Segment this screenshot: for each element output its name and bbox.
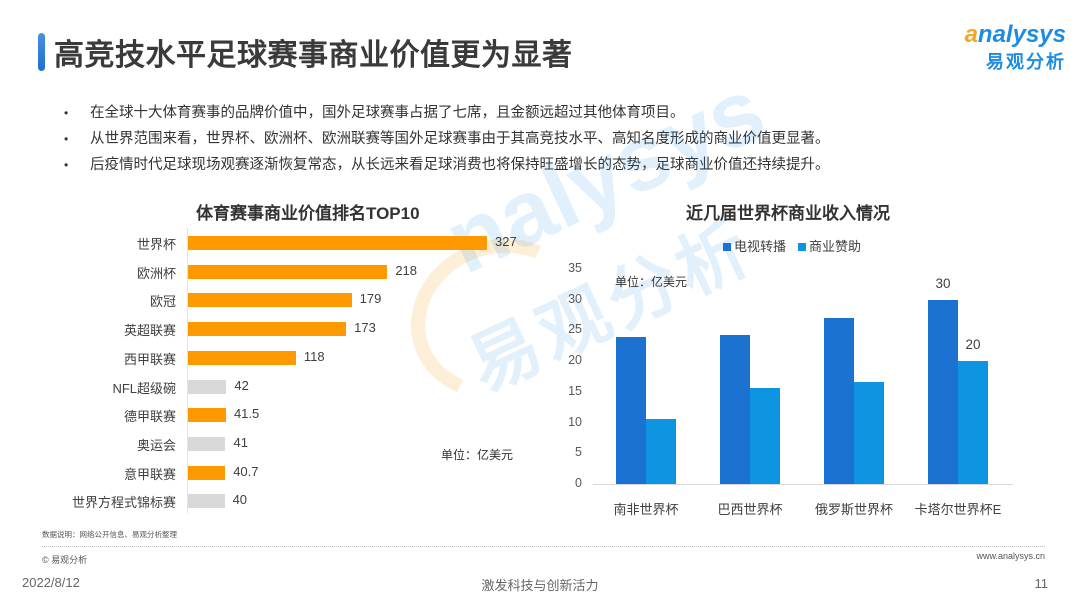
ranking-bar bbox=[188, 350, 296, 365]
ranking-value-label: 118 bbox=[303, 348, 325, 364]
ranking-category-label: NFL超级碗 bbox=[112, 380, 176, 396]
ranking-value-label: 218 bbox=[395, 262, 418, 278]
tv-revenue-bar bbox=[720, 334, 750, 484]
logo-wordmark: analysys bbox=[964, 21, 1066, 48]
ranking-value-label: 40.7 bbox=[233, 463, 259, 479]
tv-revenue-bar bbox=[824, 318, 854, 484]
ranking-value-label: 40 bbox=[232, 492, 248, 508]
footer-slogan: 激发科技与创新活力 bbox=[481, 578, 599, 593]
bullet-icon: • bbox=[64, 132, 69, 146]
legend-swatch-icon bbox=[798, 242, 807, 251]
footer-date: 2022/8/12 bbox=[22, 575, 80, 590]
ranking-bar bbox=[188, 408, 226, 423]
key-points-list: • 在全球十大体育赛事的品牌价值中，国外足球赛事占据了七席，且金额远超过其他体育项… bbox=[64, 100, 1024, 178]
ranking-chart-axis bbox=[187, 228, 188, 513]
ranking-category-label: 西甲联赛 bbox=[123, 351, 176, 367]
y-axis-tick: 35 bbox=[568, 261, 582, 275]
y-axis-tick: 15 bbox=[568, 383, 582, 398]
y-axis-tick: 5 bbox=[575, 445, 582, 460]
analysys-logo: analysys 易观分析 bbox=[956, 22, 1066, 74]
page-number: 11 bbox=[1034, 576, 1049, 591]
copyright: © 易观分析 bbox=[42, 555, 88, 565]
ranking-category-label: 欧洲杯 bbox=[136, 265, 176, 281]
bar-data-label: 20 bbox=[965, 337, 981, 353]
ranking-bar bbox=[188, 264, 388, 279]
sponsorship-bar bbox=[646, 418, 676, 484]
x-axis-category-label: 卡塔尔世界杯E bbox=[914, 502, 1002, 517]
ranking-chart: 世界杯 327 欧洲杯 218 欧冠 179 英超联赛 173 西甲联赛 118 NFL超级碗 42 德… bbox=[0, 0, 560, 520]
ranking-value-label: 179 bbox=[359, 291, 382, 307]
key-point: • 后疫情时代足球现场观赛逐渐恢复常态，从长远来看足球消费也将保持旺盛增长的态势，… bbox=[64, 152, 1024, 178]
worldcup-chart: 0 5 10 15 20 25 30 35 南非世界杯 巴西世界杯 俄罗斯世界杯 30 20 卡塔尔世界杯… bbox=[568, 261, 1013, 517]
worldcup-chart-title: 近几届世界杯商业收入情况 bbox=[686, 204, 890, 223]
ranking-value-label: 327 bbox=[495, 234, 517, 249]
ranking-category-label: 世界方程式锦标赛 bbox=[71, 495, 176, 511]
sponsorship-bar bbox=[854, 382, 884, 484]
ranking-category-label: 欧冠 bbox=[149, 294, 176, 310]
bar-data-label: 30 bbox=[935, 275, 951, 291]
website-link[interactable]: www.analysys.cn bbox=[976, 551, 1045, 561]
worldcup-chart-legend: 电视转播 商业赞助 bbox=[723, 236, 861, 255]
data-source-note: 数据说明：网络公开信息、易观分析整理 bbox=[42, 530, 177, 539]
legend-swatch-icon bbox=[723, 242, 731, 251]
ranking-chart-unit: 单位：亿美元 bbox=[441, 448, 514, 462]
tv-revenue-bar bbox=[616, 336, 646, 484]
title-accent-bar bbox=[38, 33, 45, 71]
legend-item-tv: 电视转播 bbox=[723, 236, 786, 255]
ranking-category-label: 奥运会 bbox=[136, 437, 176, 453]
x-axis-category-label: 巴西世界杯 bbox=[717, 502, 783, 517]
legend-item-sponsor: 商业赞助 bbox=[798, 236, 861, 255]
sponsorship-bar bbox=[750, 388, 780, 484]
ranking-bar bbox=[188, 465, 226, 480]
x-axis-category-label: 俄罗斯世界杯 bbox=[814, 502, 893, 517]
y-axis-tick: 20 bbox=[568, 353, 582, 368]
worldcup-chart-unit: 单位：亿美元 bbox=[615, 275, 688, 289]
ranking-category-label: 世界杯 bbox=[136, 237, 176, 252]
ranking-value-label: 173 bbox=[354, 320, 376, 336]
logo-chinese-name: 易观分析 bbox=[986, 52, 1066, 72]
bullet-icon: • bbox=[64, 158, 69, 172]
ranking-bar bbox=[188, 436, 226, 451]
ranking-category-label: 德甲联赛 bbox=[123, 409, 176, 425]
x-axis-category-label: 南非世界杯 bbox=[613, 502, 679, 517]
y-axis-tick: 25 bbox=[568, 322, 582, 337]
tv-revenue-bar bbox=[928, 299, 958, 484]
sponsorship-bar bbox=[958, 361, 988, 484]
ranking-bar bbox=[188, 322, 347, 337]
ranking-bar bbox=[188, 379, 227, 394]
ranking-bar bbox=[188, 293, 352, 308]
x-axis-line bbox=[593, 484, 1013, 485]
page-title: 高竞技水平足球赛事商业价值更为显著 bbox=[54, 39, 573, 72]
ranking-chart-title: 体育赛事商业价值排名TOP10 bbox=[196, 204, 420, 223]
ranking-value-label: 41 bbox=[233, 434, 248, 450]
ranking-value-label: 41.5 bbox=[233, 406, 260, 422]
y-axis-tick: 10 bbox=[568, 414, 582, 429]
footer-divider bbox=[42, 546, 1045, 547]
key-point: • 从世界范围来看，世界杯、欧洲杯、欧洲联赛等国外足球赛事由于其高竞技水平、高知名… bbox=[64, 126, 1024, 152]
y-axis-tick: 0 bbox=[575, 476, 582, 490]
ranking-category-label: 意甲联赛 bbox=[123, 466, 176, 482]
bullet-icon: • bbox=[64, 106, 69, 120]
ranking-bar bbox=[188, 236, 487, 250]
key-point: • 在全球十大体育赛事的品牌价值中，国外足球赛事占据了七席，且金额远超过其他体育项… bbox=[64, 100, 1024, 126]
y-axis-tick: 30 bbox=[568, 291, 582, 306]
ranking-category-label: 英超联赛 bbox=[123, 323, 176, 339]
ranking-value-label: 42 bbox=[234, 377, 249, 393]
ranking-bar bbox=[188, 494, 225, 509]
